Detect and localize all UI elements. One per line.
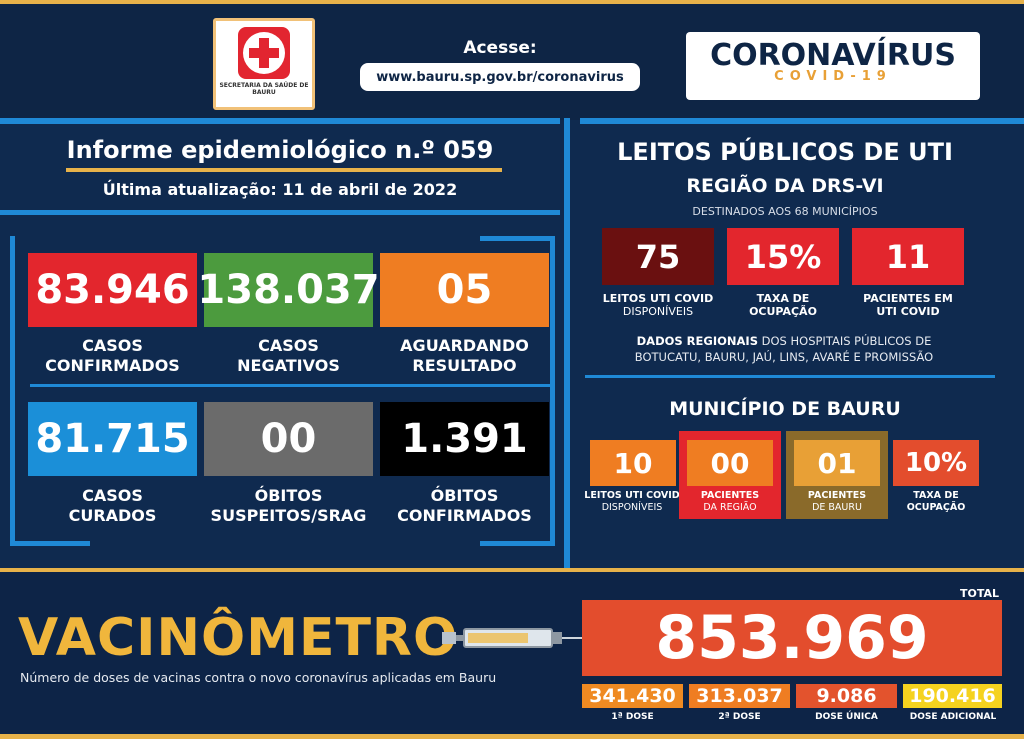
negative-cases-label: CASOS NEGATIVOS: [237, 336, 340, 375]
region-subtitle: DESTINADOS AOS 68 MUNICÍPIOS: [692, 205, 878, 218]
city-region-patients-label: PACIENTES DA REGIÃO: [700, 490, 760, 513]
website-link[interactable]: www.bauru.sp.gov.br/coronavirus: [360, 63, 640, 91]
uti-title: LEITOS PÚBLICOS DE UTI: [617, 138, 953, 166]
confirmed-deaths-label: ÓBITOS CONFIRMADOS: [397, 486, 532, 525]
additional-dose-value: 190.416: [903, 684, 1002, 708]
single-dose-label: DOSE ÚNICA: [815, 712, 878, 722]
suspected-deaths-value: 00: [204, 402, 373, 476]
logo-text: SECRETARIA DA SAÚDE DE BAURU: [219, 82, 309, 96]
region-occupancy-label: TAXA DE OCUPAÇÃO: [749, 292, 817, 318]
vaccine-top-line: [0, 568, 1024, 572]
confirmed-deaths-value: 1.391: [380, 402, 549, 476]
frame-bottom-left: [10, 541, 90, 546]
additional-dose-label: DOSE ADICIONAL: [909, 712, 997, 722]
frame-top-right: [480, 236, 555, 241]
city-local-patients-value: 01: [794, 440, 880, 486]
red-cross-icon: [238, 27, 290, 79]
syringe-icon: [442, 628, 598, 648]
city-available-beds-value: 10: [590, 440, 676, 486]
brand-subtitle: COVID-19: [774, 69, 892, 84]
single-dose-value: 9.086: [796, 684, 897, 708]
divider-line: [0, 118, 560, 124]
access-label: Acesse:: [463, 38, 537, 58]
bottom-line: [0, 734, 1024, 739]
card-row-divider: [30, 384, 550, 387]
title-underline: [66, 168, 502, 172]
region-available-beds-label: LEITOS UTI COVID DISPONÍVEIS: [602, 292, 714, 318]
frame-left: [10, 236, 15, 546]
suspected-deaths-label: ÓBITOS SUSPEITOS/SRAG: [210, 486, 367, 525]
total-label: TOTAL: [960, 587, 1000, 600]
last-update: Última atualização: 11 de abril de 2022: [102, 180, 458, 199]
confirmed-cases-value: 83.946: [28, 253, 197, 327]
region-occupancy-value: 15%: [727, 228, 839, 285]
total-doses-value: 853.969: [582, 600, 1002, 676]
pending-results-value: 05: [380, 253, 549, 327]
top-gold-line: [0, 0, 1024, 4]
report-title: Informe epidemiológico n.º 059: [66, 136, 494, 164]
regional-data-note: DADOS REGIONAIS DOS HOSPITAIS PÚBLICOS D…: [634, 334, 934, 364]
frame-top: [0, 210, 560, 215]
first-dose-label: 1ª DOSE: [611, 712, 654, 722]
health-department-logo: SECRETARIA DA SAÚDE DE BAURU: [213, 18, 315, 110]
coronavirus-brand: CORONAVÍRUS COVID-19: [686, 32, 980, 100]
region-available-beds-value: 75: [602, 228, 714, 285]
region-title: REGIÃO DA DRS-VI: [686, 175, 884, 197]
vaccinometer-title: VACINÔMETRO: [18, 608, 459, 668]
region-patients-label: PACIENTES EM UTI COVID: [863, 292, 953, 318]
first-dose-value: 341.430: [582, 684, 683, 708]
vertical-divider: [564, 118, 570, 570]
vaccinometer-subtitle: Número de doses de vacinas contra o novo…: [20, 670, 497, 685]
city-occupancy-value: 10%: [893, 440, 979, 486]
divider-line: [580, 118, 1024, 124]
city-title: MUNICÍPIO DE BAURU: [669, 398, 901, 420]
confirmed-cases-label: CASOS CONFIRMADOS: [45, 336, 180, 375]
uti-divider: [585, 375, 995, 378]
pending-results-label: AGUARDANDO RESULTADO: [400, 336, 529, 375]
second-dose-label: 2ª DOSE: [718, 712, 761, 722]
city-local-patients-label: PACIENTES DE BAURU: [807, 490, 867, 513]
frame-right: [550, 236, 555, 546]
city-occupancy-label: TAXA DE OCUPAÇÃO: [906, 490, 966, 513]
city-region-patients-value: 00: [687, 440, 773, 486]
frame-bottom-right: [480, 541, 555, 546]
second-dose-value: 313.037: [689, 684, 790, 708]
recovered-cases-label: CASOS CURADOS: [68, 486, 157, 525]
negative-cases-value: 138.037: [197, 253, 380, 327]
brand-title: CORONAVÍRUS: [710, 38, 956, 73]
recovered-cases-value: 81.715: [28, 402, 197, 476]
region-patients-value: 11: [852, 228, 964, 285]
city-available-beds-label: LEITOS UTI COVID DISPONÍVEIS: [584, 490, 680, 513]
